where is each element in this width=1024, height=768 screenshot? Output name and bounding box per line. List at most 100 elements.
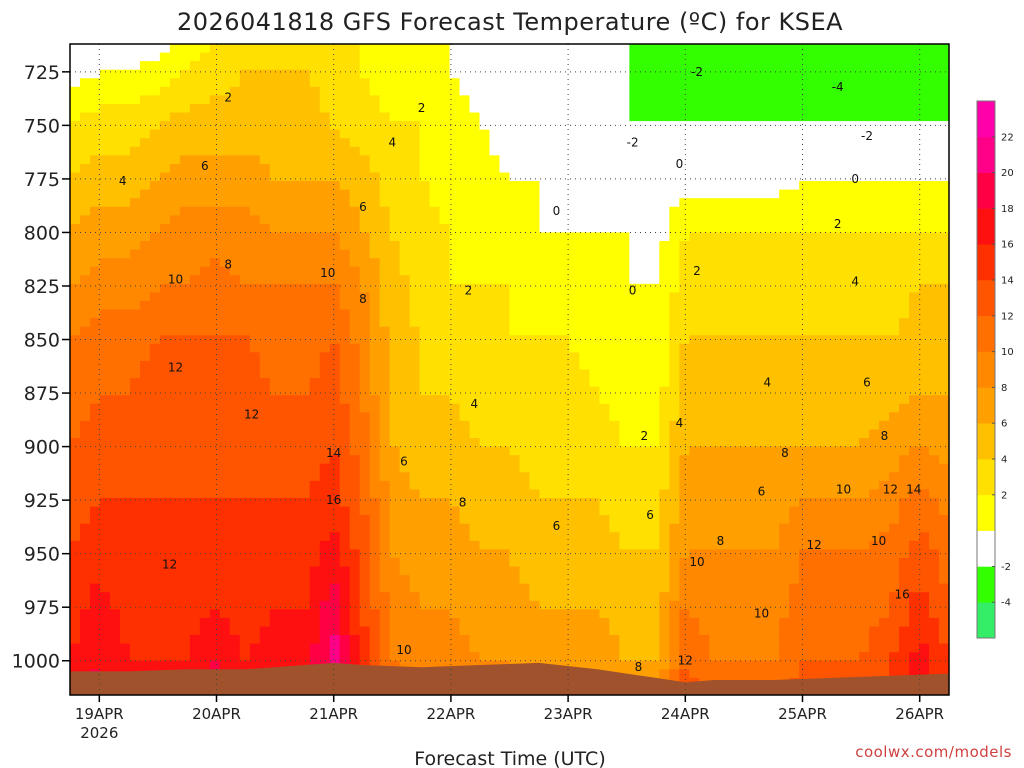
temperature-cell xyxy=(309,360,321,371)
temperature-cell xyxy=(289,326,301,336)
temperature-cell xyxy=(619,44,630,54)
temperature-cell xyxy=(99,600,111,610)
temperature-cell xyxy=(369,523,381,533)
temperature-cell xyxy=(609,86,620,96)
temperature-cell xyxy=(189,557,201,568)
temperature-cell xyxy=(129,378,141,388)
temperature-cell xyxy=(389,489,401,499)
temperature-cell xyxy=(689,146,700,156)
temperature-cell xyxy=(519,412,531,422)
temperature-cell xyxy=(349,617,361,628)
temperature-cell xyxy=(489,575,501,585)
temperature-cell xyxy=(219,617,231,628)
temperature-cell xyxy=(709,241,720,251)
temperature-cell xyxy=(469,643,481,653)
temperature-cell xyxy=(289,455,301,465)
temperature-cell xyxy=(169,155,181,165)
temperature-cell xyxy=(519,592,531,602)
temperature-cell xyxy=(599,429,610,439)
temperature-cell xyxy=(309,215,321,225)
temperature-cell xyxy=(579,412,591,422)
temperature-cell xyxy=(509,412,521,422)
temperature-cell xyxy=(569,360,581,371)
temperature-cell xyxy=(509,163,521,174)
temperature-cell xyxy=(399,223,411,234)
temperature-cell xyxy=(409,515,421,525)
temperature-cell xyxy=(79,189,91,199)
temperature-cell xyxy=(429,360,441,371)
temperature-cell xyxy=(319,532,331,542)
temperature-cell xyxy=(619,206,630,216)
temperature-cell xyxy=(189,172,201,182)
temperature-cell xyxy=(559,592,571,602)
temperature-cell xyxy=(669,549,680,559)
temperature-cell xyxy=(509,455,521,465)
temperature-cell xyxy=(519,181,531,191)
temperature-cell xyxy=(709,86,720,96)
temperature-cell xyxy=(389,635,401,645)
temperature-cell xyxy=(659,669,670,679)
temperature-cell xyxy=(579,78,591,88)
temperature-cell xyxy=(119,44,131,54)
temperature-cell xyxy=(679,609,690,619)
temperature-cell xyxy=(199,241,211,251)
temperature-cell xyxy=(499,609,511,619)
temperature-cell xyxy=(179,403,191,413)
temperature-cell xyxy=(629,61,640,71)
temperature-cell xyxy=(79,249,91,259)
temperature-cell xyxy=(359,283,371,294)
temperature-cell xyxy=(529,343,541,353)
temperature-cell xyxy=(469,232,481,242)
temperature-cell xyxy=(279,480,291,491)
temperature-cell xyxy=(469,198,481,208)
temperature-cell xyxy=(189,463,201,473)
temperature-cell xyxy=(99,557,111,568)
temperature-cell xyxy=(579,318,591,328)
temperature-cell xyxy=(329,386,341,396)
temperature-cell xyxy=(429,112,441,122)
temperature-cell xyxy=(259,386,271,396)
temperature-cell xyxy=(469,592,481,602)
temperature-cell xyxy=(659,635,670,645)
temperature-cell xyxy=(609,489,620,499)
temperature-cell xyxy=(89,275,101,285)
temperature-cell xyxy=(539,497,551,508)
temperature-cell xyxy=(159,138,171,148)
temperature-cell xyxy=(189,163,201,174)
temperature-cell xyxy=(89,480,101,491)
temperature-cell xyxy=(659,489,670,499)
temperature-cell xyxy=(519,463,531,473)
temperature-cell xyxy=(209,266,221,276)
temperature-cell xyxy=(449,643,461,653)
temperature-cell xyxy=(199,78,211,88)
temperature-cell xyxy=(199,343,211,353)
temperature-cell xyxy=(369,660,381,670)
temperature-cell xyxy=(589,44,600,54)
temperature-cell xyxy=(199,583,211,593)
temperature-cell xyxy=(559,566,571,576)
temperature-cell xyxy=(419,112,431,122)
temperature-cell xyxy=(409,506,421,516)
temperature-cell xyxy=(109,506,121,516)
temperature-cell xyxy=(239,583,251,593)
temperature-cell xyxy=(539,532,551,542)
temperature-cell xyxy=(659,446,670,456)
temperature-cell xyxy=(99,403,111,413)
temperature-cell xyxy=(299,318,311,328)
temperature-cell xyxy=(109,155,121,165)
temperature-cell xyxy=(439,129,451,139)
temperature-cell xyxy=(239,378,251,388)
temperature-cell xyxy=(399,557,411,568)
temperature-cell xyxy=(539,609,551,619)
temperature-cell xyxy=(219,155,231,165)
temperature-cell xyxy=(519,52,531,62)
temperature-cell xyxy=(239,309,251,319)
temperature-cell xyxy=(609,326,620,336)
temperature-cell xyxy=(439,258,451,268)
temperature-cell xyxy=(359,121,371,131)
temperature-cell xyxy=(679,549,690,559)
temperature-cell xyxy=(149,292,161,302)
temperature-cell xyxy=(219,292,231,302)
temperature-cell xyxy=(679,198,690,208)
temperature-cell xyxy=(409,138,421,148)
